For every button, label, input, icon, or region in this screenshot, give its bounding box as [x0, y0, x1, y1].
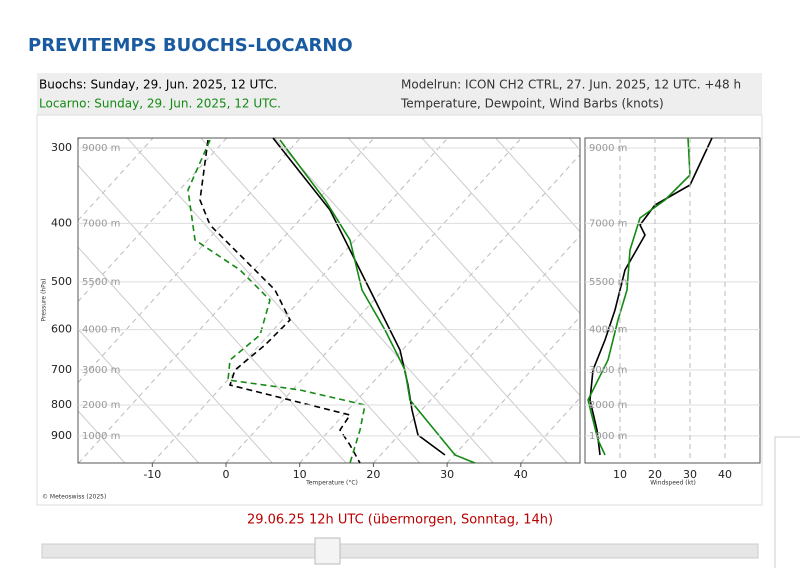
- page-title: PREVITEMPS BUOCHS-LOCARNO: [28, 35, 353, 56]
- pressure-label: 300: [51, 141, 72, 154]
- modelrun-info: Modelrun: ICON CH2 CTRL, 27. Jun. 2025, …: [401, 78, 741, 92]
- pressure-label: 600: [51, 323, 72, 336]
- height-label: 9000 m: [82, 143, 120, 154]
- height-label: 3000 m: [589, 365, 627, 376]
- pressure-label: 500: [51, 275, 72, 288]
- content-info: Temperature, Dewpoint, Wind Barbs (knots…: [400, 97, 664, 111]
- x-tick-label: 10: [293, 468, 307, 481]
- pressure-label: 400: [51, 216, 72, 229]
- height-label: 1000 m: [82, 431, 120, 442]
- height-label: 7000 m: [589, 218, 627, 229]
- height-label: 1000 m: [589, 431, 627, 442]
- popup-preview[interactable]: [775, 437, 800, 568]
- height-label: 3000 m: [82, 365, 120, 376]
- height-label: 5500 m: [82, 277, 120, 288]
- diagram-frame: [37, 115, 762, 505]
- windspeed-axis-label: Windspeed (kt): [650, 480, 696, 487]
- locarno-info: Locarno: Sunday, 29. Jun. 2025, 12 UTC.: [39, 97, 281, 111]
- copyright: © Meteoswiss (2025): [42, 494, 106, 501]
- height-label: 2000 m: [589, 400, 627, 411]
- x-tick-label: 0: [223, 468, 230, 481]
- pressure-label: 700: [51, 363, 72, 376]
- height-label: 7000 m: [82, 218, 120, 229]
- x-tick-label: 30: [440, 468, 454, 481]
- pressure-label: 900: [51, 429, 72, 442]
- wind-tick-label: 40: [718, 468, 732, 481]
- height-label: 4000 m: [589, 325, 627, 336]
- height-label: 5500 m: [589, 277, 627, 288]
- temperature-axis-label: Temperature (°C): [305, 480, 358, 487]
- slider-thumb[interactable]: [315, 538, 340, 564]
- height-label: 4000 m: [82, 325, 120, 336]
- height-label: 2000 m: [82, 400, 120, 411]
- buochs-info: Buochs: Sunday, 29. Jun. 2025, 12 UTC.: [39, 78, 277, 92]
- wind-tick-label: 10: [613, 468, 627, 481]
- pressure-label: 800: [51, 398, 72, 411]
- timestamp: 29.06.25 12h UTC (übermorgen, Sonntag, 1…: [247, 513, 553, 528]
- x-tick-label: 20: [366, 468, 380, 481]
- x-tick-label: 40: [514, 468, 528, 481]
- time-slider[interactable]: [42, 544, 758, 558]
- x-tick-label: -10: [143, 468, 161, 481]
- pressure-axis-label: Pressure (hPa): [41, 278, 48, 321]
- dry-adiabat: [791, 138, 800, 463]
- height-label: 9000 m: [589, 143, 627, 154]
